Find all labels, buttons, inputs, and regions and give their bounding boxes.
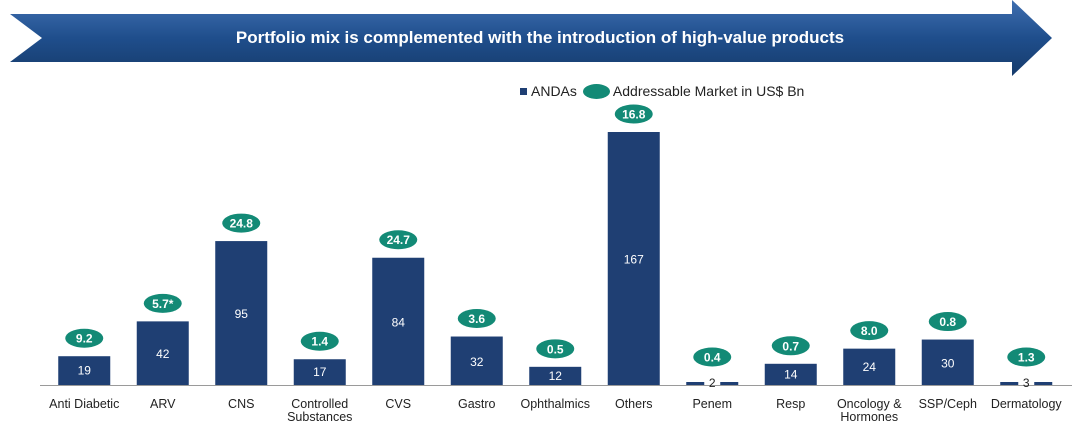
market-size-badge — [300, 331, 339, 351]
bar-value-label: 3 — [1023, 376, 1030, 390]
market-size-label: 0.8 — [939, 315, 956, 329]
bar — [720, 382, 739, 385]
market-size-label: 0.4 — [704, 351, 721, 365]
market-size-badge — [850, 321, 889, 341]
bar — [293, 359, 346, 385]
bar — [215, 241, 268, 385]
category-label: Ophthalmics — [521, 397, 590, 411]
bar-value-label: 95 — [235, 307, 249, 321]
category-label: Anti Diabetic — [49, 397, 119, 411]
bar-value-label: 17 — [313, 365, 327, 379]
bar — [136, 321, 189, 385]
market-size-label: 5.7* — [152, 297, 174, 311]
market-size-badge — [693, 347, 732, 367]
bar — [764, 363, 817, 385]
category-label: SSP/Ceph — [919, 397, 977, 411]
banner-title: Portfolio mix is complemented with the i… — [235, 28, 845, 47]
market-size-label: 0.5 — [547, 342, 564, 356]
market-legend-swatch — [582, 83, 610, 99]
market-size-badge — [222, 213, 261, 233]
anda-legend-swatch — [520, 87, 527, 95]
category-label: Resp — [776, 397, 805, 411]
market-size-label: 24.8 — [230, 217, 254, 231]
bar-value-label: 12 — [549, 369, 563, 383]
category-label: Dermatology — [991, 397, 1063, 411]
market-size-badge — [771, 336, 810, 356]
market-size-badge — [536, 339, 575, 359]
bar-value-label: 24 — [863, 360, 877, 374]
bar-value-label: 30 — [941, 356, 955, 370]
bar-value-label: 42 — [156, 347, 170, 361]
category-label: CVS — [385, 397, 411, 411]
bar-value-label: 14 — [784, 367, 798, 381]
bar — [686, 382, 705, 385]
category-label: Hormones — [840, 410, 898, 424]
market-size-label: 8.0 — [861, 324, 878, 338]
market-size-label: 3.6 — [468, 312, 485, 326]
category-label: Oncology & — [837, 397, 902, 411]
market-size-label: 9.2 — [76, 332, 93, 346]
bar — [1034, 382, 1053, 385]
bar-value-label: 2 — [709, 376, 716, 390]
legend: ANDAs Addressable Market in US$ Bn — [520, 83, 804, 99]
market-size-label: 1.4 — [311, 335, 328, 349]
bar — [372, 257, 425, 385]
bar — [607, 132, 660, 385]
market-size-label: 0.7 — [782, 339, 799, 353]
market-size-label: 24.7 — [387, 233, 411, 247]
category-label: Controlled — [291, 397, 348, 411]
bar — [843, 348, 896, 385]
category-label: CNS — [228, 397, 254, 411]
anda-legend-label: ANDAs — [531, 83, 577, 99]
category-label: Penem — [692, 397, 732, 411]
market-size-badge — [143, 293, 182, 313]
bar — [450, 336, 503, 385]
title-banner — [10, 0, 1052, 76]
market-legend-label: Addressable Market in US$ Bn — [612, 83, 805, 99]
bar — [58, 356, 111, 385]
category-label: Others — [615, 397, 653, 411]
market-size-badge — [379, 230, 418, 250]
bar-value-label: 167 — [624, 253, 644, 267]
market-size-badge — [928, 312, 967, 332]
market-size-badge — [457, 309, 496, 329]
bar — [921, 339, 974, 385]
market-size-label: 1.3 — [1018, 351, 1035, 365]
bar-value-label: 84 — [392, 315, 406, 329]
category-label: Substances — [287, 410, 352, 424]
market-size-label: 16.8 — [622, 108, 646, 122]
market-size-badge — [614, 104, 653, 124]
bar-value-label: 19 — [78, 364, 92, 378]
category-label: ARV — [150, 397, 176, 411]
bar — [529, 366, 582, 385]
bar-value-label: 32 — [470, 355, 484, 369]
market-size-badge — [65, 328, 104, 348]
category-label: Gastro — [458, 397, 496, 411]
bar — [1000, 382, 1019, 385]
market-size-badge — [1007, 347, 1046, 367]
